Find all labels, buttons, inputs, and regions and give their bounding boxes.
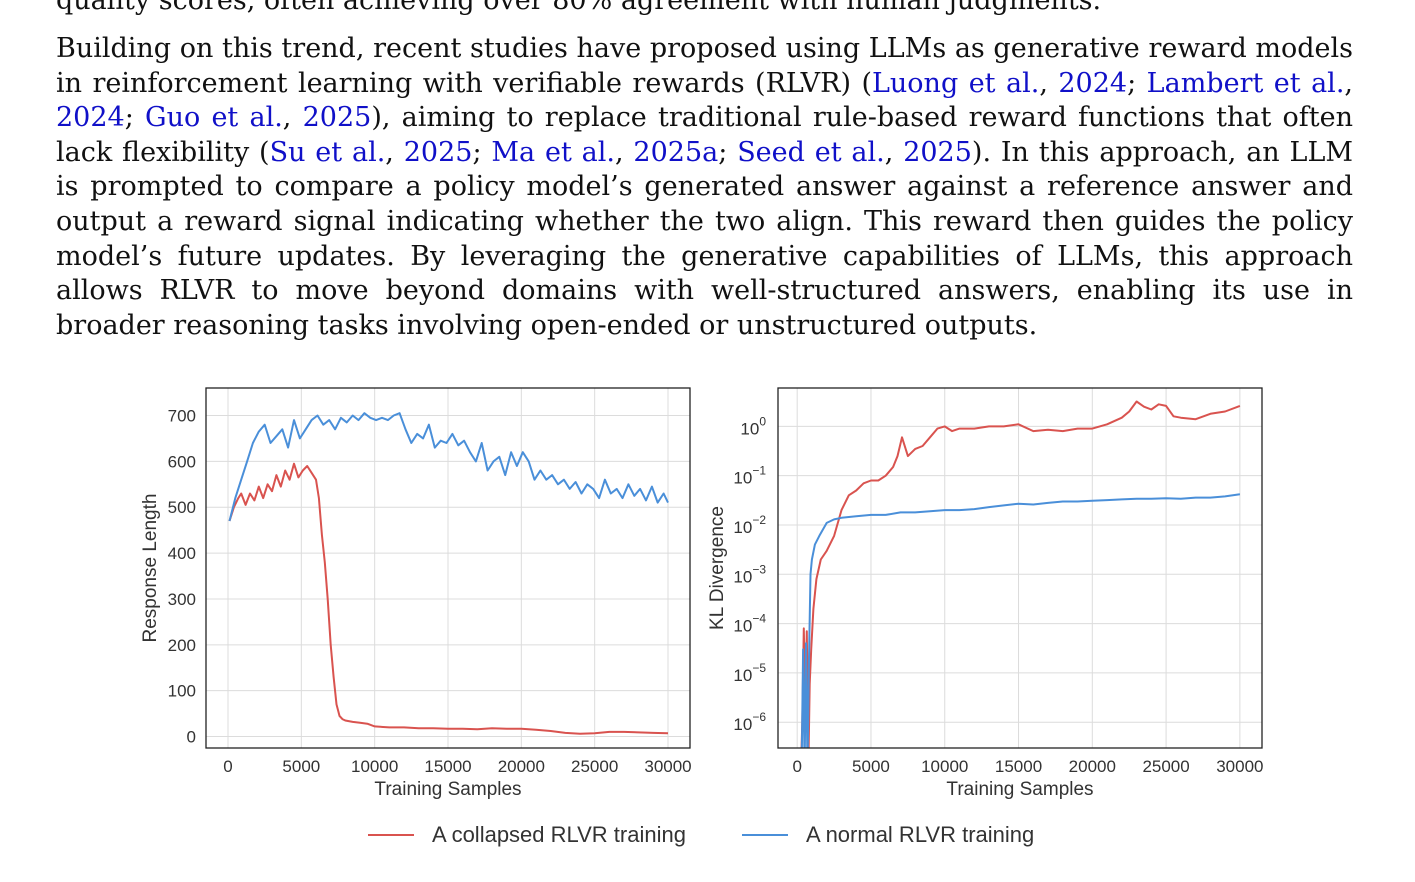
x-tick-label: 20000 <box>498 757 545 776</box>
y-tick-label: 700 <box>168 407 196 426</box>
plot-frame <box>777 387 1263 749</box>
chart-panel-1: 0 5000 10000 15000 20000 25000 30000 0 100 200 300… <box>140 387 692 800</box>
y-axis-label: KL Divergence <box>707 506 728 630</box>
series-line-normal <box>228 412 669 522</box>
paragraph-text: , <box>884 136 904 168</box>
y-tick-label: 10−6 <box>733 710 766 734</box>
y-tick-label: 600 <box>168 452 196 471</box>
legend-label-normal: A normal RLVR training <box>806 822 1035 847</box>
y-tick-label: 500 <box>168 498 196 517</box>
x-tick-label: 0 <box>792 757 801 776</box>
y-axis-label: Response Length <box>140 494 161 643</box>
y-tick-label: 0 <box>187 728 196 747</box>
x-tick-label: 15000 <box>995 757 1042 776</box>
y-tick-label: 100 <box>168 682 196 701</box>
x-tick-label: 30000 <box>1216 757 1263 776</box>
series-line-collapsed <box>228 462 669 735</box>
paragraph-text: , <box>385 136 404 168</box>
y-tick-label: 10−2 <box>733 513 766 537</box>
paragraph-text: ), aiming to replace traditional rule-ba… <box>56 102 1353 168</box>
paragraph-text: , <box>1344 67 1353 99</box>
legend-swatch-collapsed <box>368 834 414 836</box>
y-tick-label: 10−4 <box>733 612 766 636</box>
x-tick-label: 30000 <box>644 757 691 776</box>
citation-link[interactable]: 2025 <box>302 102 372 134</box>
x-tick-label: 5000 <box>852 757 890 776</box>
citation-link[interactable]: Seed et al. <box>737 136 885 168</box>
y-tick-label: 10−1 <box>733 464 766 488</box>
x-tick-label: 20000 <box>1069 757 1116 776</box>
plot-frame <box>205 387 691 749</box>
x-tick-label: 25000 <box>571 757 618 776</box>
previous-paragraph-tail: quality scores, often achieving over 80%… <box>56 0 1102 16</box>
body-paragraph: Building on this trend, recent studies h… <box>56 32 1353 343</box>
figure-legend: A collapsed RLVR training A normal RLVR … <box>0 822 1415 852</box>
paragraph-text: Building on this trend, recent studies h… <box>56 33 1353 99</box>
paragraph-text: ; <box>1127 67 1147 99</box>
paragraph-text: ; <box>472 136 492 168</box>
y-tick-label: 300 <box>168 590 196 609</box>
legend-item-normal: A normal RLVR training <box>742 822 1034 848</box>
citation-link[interactable]: 2025 <box>403 136 473 168</box>
legend-item-collapsed: A collapsed RLVR training <box>368 822 686 848</box>
paragraph-text: ; <box>124 102 146 134</box>
citation-link[interactable]: 2024 <box>1058 67 1128 99</box>
citation-link[interactable]: 2025a <box>633 136 719 168</box>
legend-label-collapsed: A collapsed RLVR training <box>432 822 686 847</box>
x-axis-label: Training Samples <box>374 779 521 800</box>
y-tick-label: 200 <box>168 636 196 655</box>
y-tick-label: 10−5 <box>733 661 766 685</box>
citation-link[interactable]: 2024 <box>56 102 125 134</box>
x-tick-label: 10000 <box>921 757 968 776</box>
paragraph-text: ). In this approach, an LLM is prompted … <box>56 136 1354 341</box>
paragraph-text: ; <box>718 136 738 168</box>
citation-link[interactable]: 2025 <box>903 136 972 168</box>
y-tick-label: 400 <box>168 544 196 563</box>
chart-panel-2: 0 5000 10000 15000 20000 25000 30000 10−6 10−5 10… <box>707 387 1264 800</box>
series-line-normal <box>800 493 1241 748</box>
citation-link[interactable]: Lambert et al. <box>1146 67 1345 99</box>
x-tick-label: 0 <box>223 757 232 776</box>
x-tick-label: 15000 <box>424 757 471 776</box>
x-tick-label: 25000 <box>1142 757 1189 776</box>
x-tick-label: 10000 <box>351 757 398 776</box>
figure: 0 5000 10000 15000 20000 25000 30000 0 100 200 300… <box>0 370 1415 870</box>
figure-charts: 0 5000 10000 15000 20000 25000 300000100200300… <box>140 387 1264 800</box>
y-tick-label: 100 <box>740 414 766 438</box>
paragraph-text: , <box>282 102 303 134</box>
citation-link[interactable]: Su et al. <box>269 136 386 168</box>
citation-link[interactable]: Ma et al. <box>491 136 615 168</box>
citation-link[interactable]: Guo et al. <box>145 102 283 134</box>
x-axis-label: Training Samples <box>946 779 1093 800</box>
paragraph-text: , <box>1039 67 1059 99</box>
citation-link[interactable]: Luong et al. <box>871 67 1040 99</box>
legend-swatch-normal <box>742 834 788 836</box>
y-tick-label: 10−3 <box>733 562 766 586</box>
x-tick-label: 5000 <box>282 757 320 776</box>
series-line-collapsed <box>800 400 1241 748</box>
paragraph-text: , <box>614 136 634 168</box>
